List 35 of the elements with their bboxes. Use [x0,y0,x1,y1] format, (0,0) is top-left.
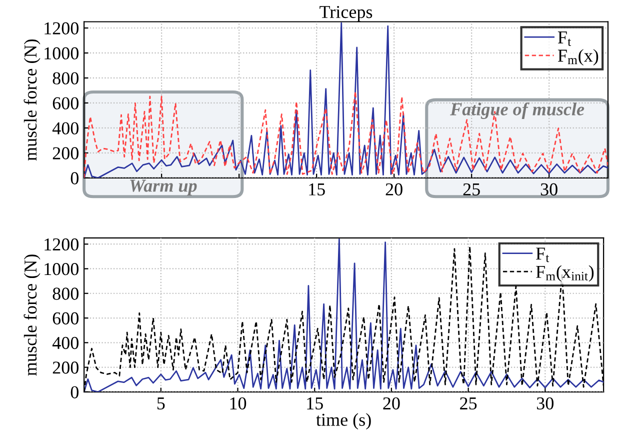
x-tick-label: 20 [386,183,402,196]
x-tick-label: 5 [157,398,165,410]
x-tick-label: 10 [230,397,246,410]
x-tick-label: 25 [463,183,480,196]
y-tick-label: 400 [52,122,79,134]
y-tick-label: 1200 [44,238,79,251]
y-tick-label: 800 [52,72,79,84]
x-tick-label: 30 [536,397,554,410]
legend-label: F$_{t}$ [558,32,572,46]
y-tick-label: 200 [52,362,79,374]
y-tick-label: 800 [52,288,79,300]
y-axis-title: muscle force (N) [24,39,40,161]
y-tick-label: 600 [52,97,79,110]
legend-label: F$_{m}$(x) [558,49,598,66]
y-tick-label: 0 [70,386,79,398]
y-tick-label: 400 [52,336,79,350]
y-tick-label: 200 [52,147,79,160]
line-series [84,22,608,178]
y-tick-label: 0 [70,172,79,184]
y-tick-label: 1200 [44,22,79,34]
x-tick-label: 25 [460,397,477,410]
y-tick-label: 600 [52,312,79,324]
x-tick-label: 15 [309,183,325,196]
legend-label: F$_{t}$ [536,248,550,262]
chart-title: Triceps [320,6,372,22]
x-axis-title: time (s) [316,413,371,430]
x-tick-label: 15 [307,397,323,410]
y-tick-label: 1000 [44,263,79,276]
y-axis-title: muscle force (N) [24,254,40,376]
band-label: Fatigue of muscle [450,102,584,120]
x-tick-label: 30 [540,183,558,196]
legend-label: F$_{m}$(x$_{init}$) [536,265,594,282]
band-label: Warm up [130,180,197,196]
x-tick-label: 20 [383,397,400,410]
y-tick-label: 1000 [44,47,79,60]
